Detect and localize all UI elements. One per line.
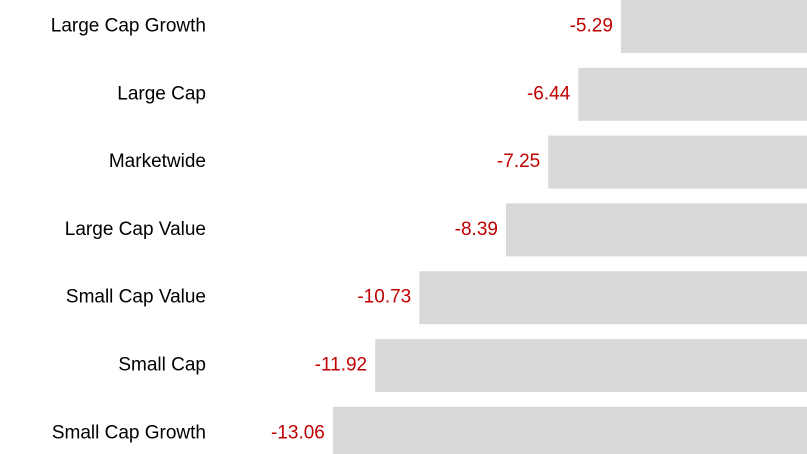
- data-label: -7.25: [497, 151, 540, 172]
- y-tick-label: Marketwide: [109, 151, 206, 172]
- bar: [548, 135, 807, 189]
- y-tick-label: Large Cap Value: [65, 219, 206, 240]
- y-tick-label: Large Cap Growth: [51, 16, 206, 37]
- bar: [419, 271, 807, 325]
- y-tick-label: Small Cap: [118, 355, 206, 376]
- bar: [375, 339, 807, 392]
- y-tick-label: Small Cap Growth: [52, 422, 206, 443]
- bar: [505, 203, 807, 257]
- data-label: -5.29: [570, 16, 613, 37]
- y-tick-label: Large Cap: [117, 83, 206, 104]
- data-label: -6.44: [527, 83, 571, 104]
- data-label: -8.39: [455, 219, 498, 240]
- data-label: -11.92: [315, 355, 367, 376]
- bar: [332, 406, 807, 454]
- bar: [578, 67, 807, 121]
- data-label: -10.73: [357, 287, 411, 308]
- data-label: -13.06: [271, 422, 325, 443]
- y-tick-label: Small Cap Value: [66, 287, 206, 308]
- bar: [620, 0, 807, 53]
